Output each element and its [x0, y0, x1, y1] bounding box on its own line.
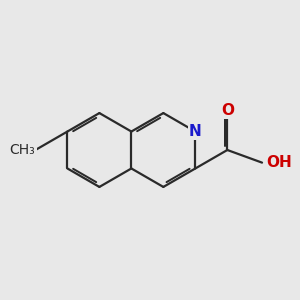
- Text: OH: OH: [266, 155, 292, 170]
- Text: O: O: [221, 103, 234, 118]
- Text: N: N: [189, 124, 202, 139]
- Text: CH₃: CH₃: [10, 143, 35, 157]
